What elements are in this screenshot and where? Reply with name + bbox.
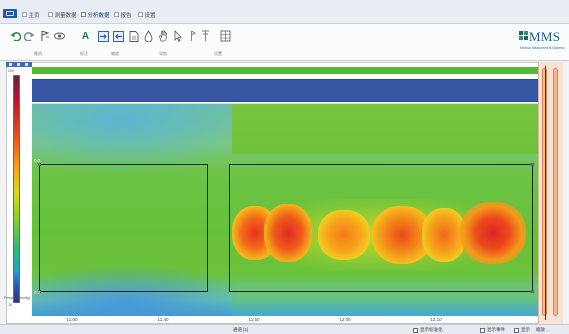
logo-subtitle: Medical Measurement Systems xyxy=(520,46,565,50)
undo-icon[interactable] xyxy=(10,30,21,42)
ribbon-group-label: 设置 xyxy=(214,51,222,56)
tab-label: 设置 xyxy=(144,12,156,19)
status-bar: 通道 [1] 显示标准化 显示事件 显示 缩放 ... xyxy=(0,324,569,334)
color-scale-unit: Pressure (mmHg) xyxy=(4,296,31,300)
redo-icon[interactable] xyxy=(24,30,35,42)
time-tick-label: 12:10 xyxy=(430,317,442,322)
channel-side-panel[interactable] xyxy=(538,62,563,324)
mms-logo: MMS Medical Measurement Systems xyxy=(516,28,566,56)
page-icon[interactable] xyxy=(128,30,139,42)
color-scale-bar xyxy=(13,75,20,303)
zoom-in-icon[interactable] xyxy=(98,30,109,42)
drop-icon[interactable] xyxy=(143,30,154,42)
grid-icon[interactable] xyxy=(220,30,231,42)
pin-icon[interactable] xyxy=(186,30,197,42)
pressure-peak xyxy=(318,210,370,260)
heatmap-left-region xyxy=(32,104,237,316)
marker-icon[interactable] xyxy=(39,30,50,42)
time-tick-label: 11:40 xyxy=(157,317,169,322)
app-menu-button[interactable] xyxy=(3,9,17,18)
frame-header-icon xyxy=(9,63,12,66)
logo-text: MMS xyxy=(529,29,561,44)
tab-analysis[interactable]: 分析数据 xyxy=(81,10,110,19)
resize-handle[interactable] xyxy=(531,290,534,293)
time-axis: 11:00 11:40 11:50 12:00 12:10 xyxy=(32,316,538,324)
annotation-icon[interactable]: A xyxy=(80,30,91,42)
tab-icon xyxy=(138,12,143,17)
ribbon-group-label: 撤消 xyxy=(34,51,42,56)
resize-handle[interactable] xyxy=(38,290,41,293)
marker-label: 0.0 xyxy=(34,290,41,295)
tab-settings[interactable]: 设置 xyxy=(138,10,156,19)
tab-icon xyxy=(114,12,119,17)
frame-header-icon xyxy=(25,63,28,66)
status-option: 显示事件 xyxy=(487,327,505,332)
checkbox[interactable] xyxy=(514,327,519,333)
tab-icon xyxy=(22,12,27,17)
status-channel: 通道 [1] xyxy=(233,327,249,332)
time-tick-label: 11:50 xyxy=(248,317,260,322)
color-scale-max: 200 xyxy=(8,69,14,73)
resize-handle[interactable] xyxy=(531,163,534,166)
tab-icon xyxy=(48,12,53,17)
cursor-icon[interactable] xyxy=(172,30,183,42)
tab-measurement[interactable]: 测量数据 xyxy=(48,10,77,19)
tab-icon xyxy=(81,12,86,17)
time-tick-label: 12:00 xyxy=(339,317,351,322)
selection-box-left[interactable] xyxy=(38,163,208,293)
color-scale-min: -10 xyxy=(7,303,13,307)
mms-logo-mark xyxy=(519,31,528,40)
ribbon-toolbar: A 撤消 标注 缩放 导航 设置 MMS Medical Measurement… xyxy=(0,24,569,61)
pressure-peak xyxy=(264,204,312,262)
checkbox[interactable] xyxy=(480,327,485,333)
frame-header xyxy=(6,62,32,67)
pressure-peak xyxy=(422,208,466,262)
tab-report[interactable]: 报告 xyxy=(114,10,132,19)
pressure-heatmap[interactable]: 0.0 0.0 xyxy=(32,104,538,316)
status-option: 显示 xyxy=(521,327,530,332)
tab-label: 报告 xyxy=(120,12,132,19)
ribbon-group-label: 标注 xyxy=(80,51,88,56)
ribbon-group-label: 导航 xyxy=(159,51,167,56)
heatmap-right-lower xyxy=(232,279,538,316)
hand-icon[interactable] xyxy=(157,30,168,42)
band-separator xyxy=(32,103,538,104)
cursor-line[interactable] xyxy=(545,66,546,320)
zoom-out-icon[interactable] xyxy=(113,30,124,42)
pressure-peak xyxy=(460,202,526,264)
tab-label: 分析数据 xyxy=(87,12,110,19)
channel-band xyxy=(32,79,538,102)
marker-label: 0.0 xyxy=(34,158,41,163)
checkbox[interactable] xyxy=(413,327,418,333)
selection-box-right[interactable] xyxy=(229,163,534,293)
side-scroll-track[interactable] xyxy=(542,68,547,316)
app-menu-icon xyxy=(6,11,14,16)
event-band xyxy=(32,67,538,74)
status-option: 显示标准化 xyxy=(420,327,443,332)
tab-label: 主页 xyxy=(28,12,40,19)
ribbon-group-label: 缩放 xyxy=(111,51,119,56)
zoom-control[interactable]: 缩放 ... xyxy=(536,327,551,332)
eye-icon[interactable] xyxy=(54,30,65,42)
tab-label: 测量数据 xyxy=(54,12,77,19)
annotation-glyph: A xyxy=(81,30,90,42)
pin-alt-icon[interactable] xyxy=(200,30,211,42)
frame-header-icon xyxy=(17,63,20,66)
side-scroll-track[interactable] xyxy=(553,68,558,316)
tab-bar: 主页 测量数据 分析数据 报告 设置 xyxy=(0,0,569,24)
heatmap-right-upper xyxy=(232,104,538,154)
time-tick-label: 11:00 xyxy=(66,317,78,322)
tab-home[interactable]: 主页 xyxy=(22,10,40,19)
resize-handle[interactable] xyxy=(38,163,41,166)
